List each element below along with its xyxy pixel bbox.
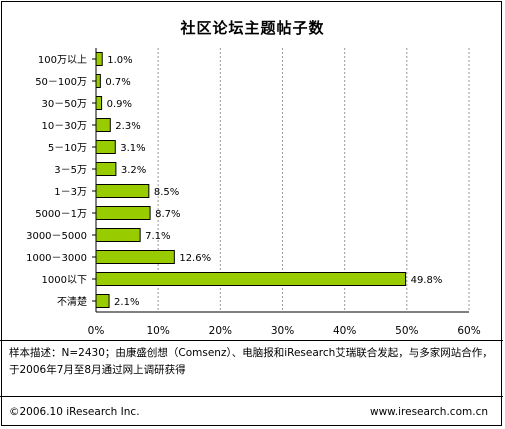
bar — [95, 250, 175, 264]
x-tick-label: 20% — [209, 325, 232, 337]
value-label: 8.7% — [155, 209, 180, 220]
bar — [95, 272, 407, 286]
bar — [95, 140, 116, 154]
x-tick-label: 50% — [395, 325, 418, 337]
category-label: 50－100万 — [35, 77, 87, 88]
chart-title: 社区论坛主题帖子数 — [180, 19, 325, 37]
value-label: 7.1% — [145, 231, 170, 242]
bar — [95, 52, 103, 66]
copyright: ©2006.10 iResearch Inc. — [9, 406, 140, 418]
bar — [95, 184, 150, 198]
bar — [95, 74, 101, 88]
divider-top — [0, 340, 503, 341]
bar — [95, 228, 141, 242]
value-label: 0.9% — [107, 99, 132, 110]
category-label: 10－30万 — [42, 121, 87, 132]
divider-bottom — [0, 396, 503, 397]
category-label: 100万以上 — [38, 54, 87, 66]
value-label: 2.1% — [114, 297, 139, 308]
value-label: 3.1% — [120, 143, 145, 154]
value-label: 3.2% — [121, 165, 146, 176]
bar — [95, 96, 103, 110]
value-label: 2.3% — [115, 121, 140, 132]
value-label: 1.0% — [107, 55, 132, 66]
category-label: 1－3万 — [54, 187, 87, 198]
value-label: 0.7% — [105, 77, 130, 88]
bar — [95, 206, 151, 220]
value-label: 12.6% — [179, 253, 211, 264]
bar — [95, 118, 111, 132]
bar — [95, 162, 117, 176]
category-label: 1000－3000 — [26, 253, 87, 264]
value-label: 8.5% — [154, 187, 179, 198]
category-label: 不清楚 — [57, 295, 87, 308]
x-tick-label: 60% — [457, 325, 480, 337]
category-label: 3000－5000 — [26, 231, 87, 242]
bar — [95, 294, 110, 308]
category-label: 1000以下 — [42, 275, 87, 286]
value-label: 49.8% — [411, 275, 443, 286]
category-label: 3－5万 — [54, 165, 87, 176]
category-label: 30－50万 — [42, 99, 87, 110]
x-tick-label: 0% — [88, 325, 105, 337]
x-tick-label: 30% — [271, 325, 294, 337]
category-label: 5－10万 — [48, 143, 87, 154]
category-label: 5000－1万 — [35, 209, 87, 220]
x-tick-label: 10% — [146, 325, 169, 337]
bar-chart: 0% 10% 20% 30% 40% 50% 60% 100万以上 1.0% 50－100万 0.7… — [26, 48, 481, 337]
sample-note: 样本描述：N=2430；由康盛创想（Comsenz）、电脑报和iResearch… — [9, 347, 493, 376]
x-tick-label: 40% — [333, 325, 356, 337]
website: www.iresearch.com.cn — [369, 406, 488, 418]
